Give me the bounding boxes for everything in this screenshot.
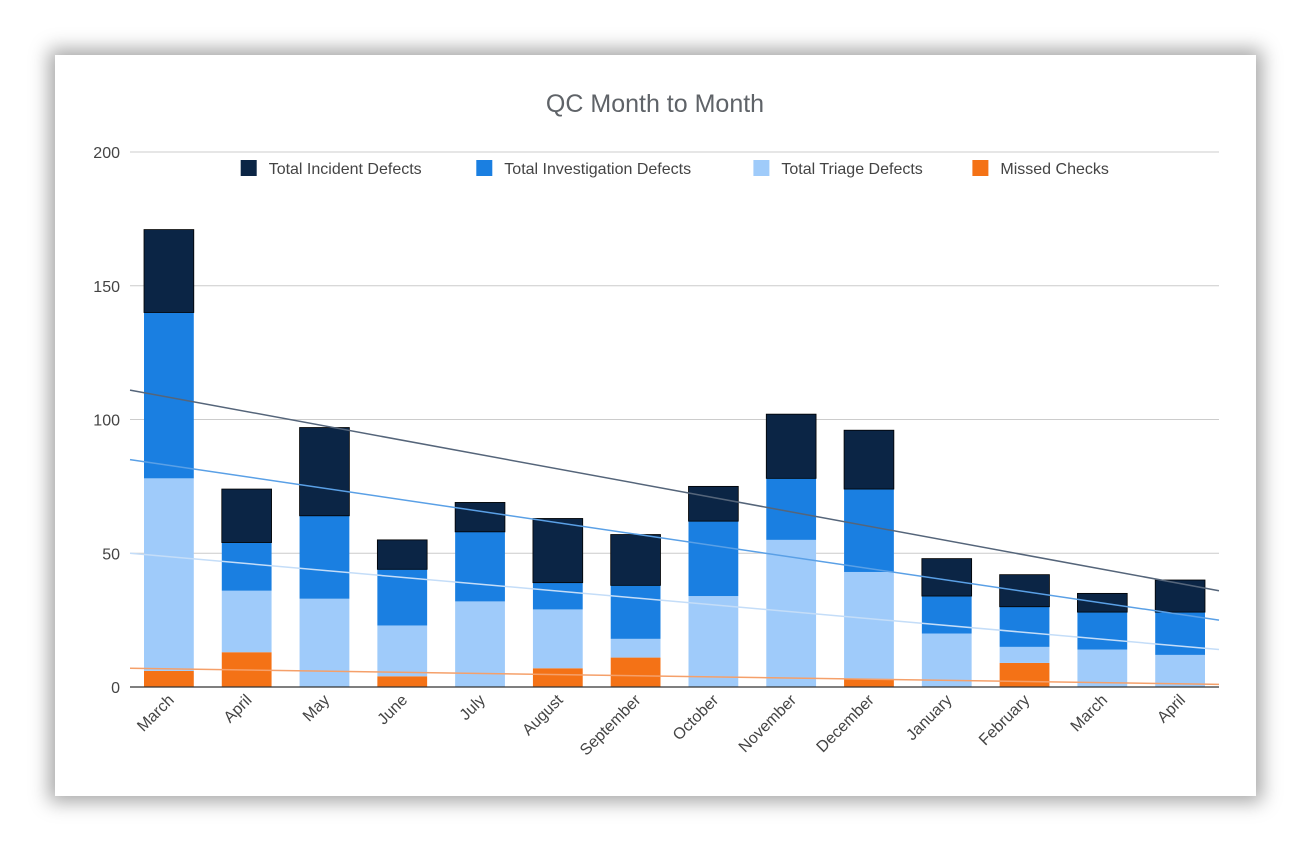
x-tick-label: July	[457, 692, 489, 724]
bar-segment	[610, 585, 661, 639]
x-tick-label: February	[976, 692, 1033, 749]
bar-segment	[143, 229, 195, 313]
bar-segment	[221, 590, 272, 653]
bar-segment	[921, 633, 972, 687]
bar-segment	[999, 606, 1050, 647]
bar-segment	[532, 518, 584, 584]
bar-segment	[688, 485, 739, 522]
x-tick-label: April	[1154, 692, 1189, 727]
bar-segment	[532, 668, 583, 687]
legend-swatch	[972, 160, 989, 176]
y-tick-label: 0	[111, 680, 120, 697]
chart-title: QC Month to Month	[546, 90, 764, 118]
legend-label: Total Triage Defects	[781, 161, 922, 178]
y-tick-label: 200	[93, 145, 120, 162]
bar-segment	[999, 646, 1050, 663]
bar-segment	[532, 609, 583, 669]
legend: Total Incident Defects Total Investigatio…	[240, 160, 1109, 178]
bar-segment	[221, 488, 272, 543]
legend-label: Total Incident Defects	[269, 161, 422, 178]
bar-segment	[299, 427, 350, 517]
qc-chart: QC Month to Month 0 50 100 150 200 March Apri…	[93, 90, 1220, 759]
trendline	[129, 389, 1220, 592]
x-tick-label: June	[375, 692, 412, 729]
bar-segment	[376, 539, 428, 570]
y-tick-label: 100	[93, 413, 120, 430]
bar-segment	[610, 534, 661, 586]
trendline	[129, 552, 1220, 651]
bar-segment	[532, 582, 583, 610]
bar-segment	[999, 574, 1050, 608]
bar-segment	[144, 478, 194, 671]
x-tick-label: November	[736, 691, 801, 756]
y-tick-label: 150	[93, 279, 120, 296]
bar-segment	[1155, 612, 1205, 655]
legend-swatch	[753, 160, 770, 176]
bar-segment	[144, 670, 194, 687]
x-tick-label: August	[519, 691, 567, 739]
bar-segment	[765, 413, 817, 479]
bar-segment	[844, 678, 894, 687]
bar-segment	[610, 657, 661, 687]
y-tick-label: 50	[102, 546, 120, 563]
x-tick-label: October	[670, 691, 723, 744]
bar-segment	[455, 531, 505, 602]
bar-segment	[844, 571, 894, 679]
bar-segment	[1077, 649, 1128, 687]
bar-segment	[1155, 654, 1205, 687]
trendline	[129, 458, 1220, 621]
x-tick-label: March	[1068, 692, 1111, 735]
bar-segment	[843, 429, 895, 490]
bar-segment	[844, 489, 894, 572]
legend-label: Total Investigation Defects	[504, 161, 691, 178]
bar-segment	[1154, 579, 1206, 613]
bar-segment	[299, 598, 350, 687]
bar-segment	[221, 542, 272, 591]
trendline	[129, 667, 1220, 686]
x-tick-label: September	[577, 691, 645, 759]
bar-segment	[299, 515, 350, 599]
bar-segment	[999, 662, 1050, 687]
bar-segment	[688, 596, 739, 687]
bars	[143, 229, 1206, 687]
x-tick-label: December	[814, 691, 879, 756]
bar-segment	[377, 676, 428, 687]
x-tick-label: May	[300, 692, 333, 725]
x-tick-label: January	[903, 692, 955, 744]
bar-segment	[377, 625, 428, 677]
bar-segment	[454, 502, 506, 533]
bar-segment	[688, 521, 739, 597]
bar-segment	[144, 312, 194, 479]
trendlines	[129, 389, 1220, 686]
x-tick-label: March	[134, 692, 177, 735]
x-tick-label: April	[221, 692, 256, 727]
legend-swatch	[240, 160, 257, 176]
legend-label: Missed Checks	[1000, 161, 1108, 178]
chart-card: QC Month to Month 0 50 100 150 200 March Apri…	[55, 55, 1256, 796]
x-axis-ticks: March April May June July August September Octo…	[134, 691, 1189, 759]
bar-segment	[610, 638, 661, 658]
y-axis-ticks: 0 50 100 150 200	[93, 145, 120, 697]
legend-swatch	[476, 160, 493, 176]
bar-segment	[1077, 612, 1128, 650]
bar-segment	[921, 596, 972, 634]
